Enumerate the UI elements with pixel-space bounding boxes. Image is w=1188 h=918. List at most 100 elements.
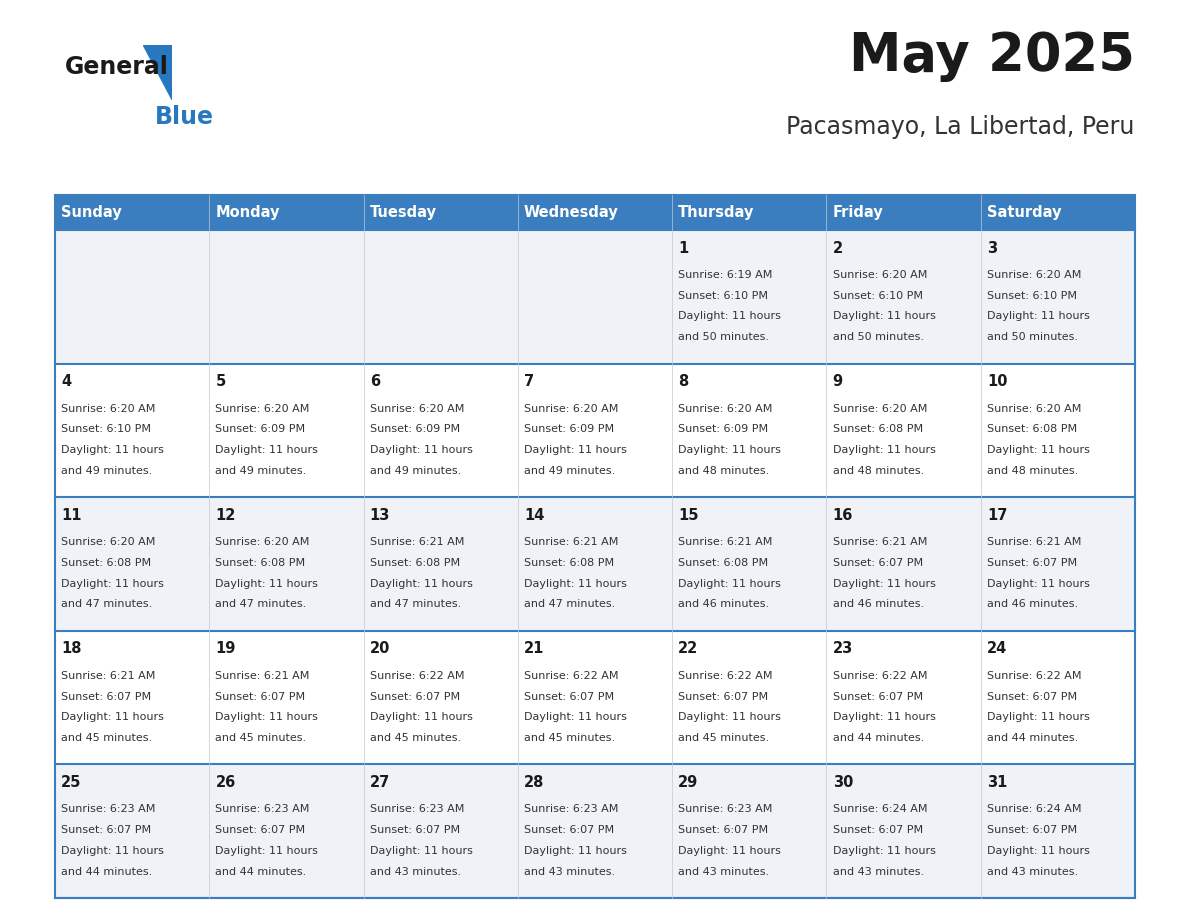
Text: Saturday: Saturday	[987, 205, 1061, 220]
Text: and 48 minutes.: and 48 minutes.	[833, 465, 924, 476]
Text: Daylight: 11 hours: Daylight: 11 hours	[833, 445, 935, 455]
Text: 7: 7	[524, 375, 535, 389]
Text: Sunset: 6:08 PM: Sunset: 6:08 PM	[524, 558, 614, 568]
Text: and 44 minutes.: and 44 minutes.	[987, 733, 1079, 743]
Text: Sunrise: 6:20 AM: Sunrise: 6:20 AM	[61, 404, 156, 414]
Text: Sunrise: 6:23 AM: Sunrise: 6:23 AM	[215, 804, 310, 814]
Text: Tuesday: Tuesday	[369, 205, 437, 220]
Text: Sunset: 6:07 PM: Sunset: 6:07 PM	[61, 691, 151, 701]
Text: and 46 minutes.: and 46 minutes.	[833, 599, 924, 610]
Text: 2: 2	[833, 241, 842, 256]
Text: Sunset: 6:09 PM: Sunset: 6:09 PM	[369, 424, 460, 434]
Text: and 46 minutes.: and 46 minutes.	[678, 599, 770, 610]
Polygon shape	[143, 45, 172, 100]
Text: Sunrise: 6:23 AM: Sunrise: 6:23 AM	[524, 804, 619, 814]
Text: Monday: Monday	[215, 205, 280, 220]
Text: 29: 29	[678, 775, 699, 790]
Text: Sunset: 6:08 PM: Sunset: 6:08 PM	[987, 424, 1078, 434]
Text: Sunrise: 6:21 AM: Sunrise: 6:21 AM	[61, 671, 156, 681]
Text: and 50 minutes.: and 50 minutes.	[678, 332, 770, 342]
Text: 11: 11	[61, 508, 82, 523]
Text: Sunset: 6:07 PM: Sunset: 6:07 PM	[833, 691, 923, 701]
Text: and 49 minutes.: and 49 minutes.	[369, 465, 461, 476]
Text: Daylight: 11 hours: Daylight: 11 hours	[524, 578, 627, 588]
Text: Sunrise: 6:20 AM: Sunrise: 6:20 AM	[833, 404, 927, 414]
Text: 20: 20	[369, 642, 390, 656]
Text: 31: 31	[987, 775, 1007, 790]
Text: 13: 13	[369, 508, 390, 523]
Text: Sunset: 6:07 PM: Sunset: 6:07 PM	[524, 691, 614, 701]
Text: Daylight: 11 hours: Daylight: 11 hours	[524, 845, 627, 856]
Text: 4: 4	[61, 375, 71, 389]
Text: Sunset: 6:10 PM: Sunset: 6:10 PM	[61, 424, 151, 434]
Text: 14: 14	[524, 508, 544, 523]
Text: 21: 21	[524, 642, 544, 656]
Text: Sunset: 6:10 PM: Sunset: 6:10 PM	[987, 291, 1076, 301]
Text: Sunrise: 6:23 AM: Sunrise: 6:23 AM	[678, 804, 772, 814]
Text: Sunrise: 6:24 AM: Sunrise: 6:24 AM	[987, 804, 1081, 814]
Text: Friday: Friday	[833, 205, 884, 220]
Text: Sunrise: 6:20 AM: Sunrise: 6:20 AM	[61, 537, 156, 547]
Text: Sunset: 6:07 PM: Sunset: 6:07 PM	[987, 691, 1078, 701]
Text: Sunrise: 6:21 AM: Sunrise: 6:21 AM	[215, 671, 310, 681]
Text: Daylight: 11 hours: Daylight: 11 hours	[987, 845, 1089, 856]
Text: 27: 27	[369, 775, 390, 790]
Text: Sunset: 6:07 PM: Sunset: 6:07 PM	[833, 825, 923, 835]
Text: Daylight: 11 hours: Daylight: 11 hours	[524, 712, 627, 722]
Text: and 45 minutes.: and 45 minutes.	[678, 733, 770, 743]
Text: Sunrise: 6:19 AM: Sunrise: 6:19 AM	[678, 270, 772, 280]
Text: Daylight: 11 hours: Daylight: 11 hours	[678, 311, 782, 321]
Text: Pacasmayo, La Libertad, Peru: Pacasmayo, La Libertad, Peru	[786, 115, 1135, 139]
Text: Sunset: 6:07 PM: Sunset: 6:07 PM	[369, 825, 460, 835]
Text: Sunset: 6:07 PM: Sunset: 6:07 PM	[678, 691, 769, 701]
Text: 6: 6	[369, 375, 380, 389]
Text: and 47 minutes.: and 47 minutes.	[524, 599, 615, 610]
Text: and 47 minutes.: and 47 minutes.	[61, 599, 152, 610]
Text: and 50 minutes.: and 50 minutes.	[987, 332, 1078, 342]
Text: Sunrise: 6:20 AM: Sunrise: 6:20 AM	[524, 404, 619, 414]
Text: Daylight: 11 hours: Daylight: 11 hours	[987, 311, 1089, 321]
Text: 25: 25	[61, 775, 82, 790]
Text: Daylight: 11 hours: Daylight: 11 hours	[833, 845, 935, 856]
Text: Sunrise: 6:20 AM: Sunrise: 6:20 AM	[215, 537, 310, 547]
Text: and 50 minutes.: and 50 minutes.	[833, 332, 923, 342]
Text: and 48 minutes.: and 48 minutes.	[678, 465, 770, 476]
Text: 30: 30	[833, 775, 853, 790]
Text: General: General	[65, 55, 169, 79]
Text: Sunset: 6:07 PM: Sunset: 6:07 PM	[215, 825, 305, 835]
Text: Daylight: 11 hours: Daylight: 11 hours	[524, 445, 627, 455]
Text: Daylight: 11 hours: Daylight: 11 hours	[369, 578, 473, 588]
Text: and 43 minutes.: and 43 minutes.	[833, 867, 924, 877]
Text: Sunset: 6:07 PM: Sunset: 6:07 PM	[61, 825, 151, 835]
Text: Sunrise: 6:21 AM: Sunrise: 6:21 AM	[678, 537, 772, 547]
Text: Daylight: 11 hours: Daylight: 11 hours	[215, 845, 318, 856]
Text: and 44 minutes.: and 44 minutes.	[833, 733, 924, 743]
Text: 5: 5	[215, 375, 226, 389]
Text: 9: 9	[833, 375, 842, 389]
Text: Daylight: 11 hours: Daylight: 11 hours	[369, 845, 473, 856]
Text: and 44 minutes.: and 44 minutes.	[61, 867, 152, 877]
Text: Sunset: 6:09 PM: Sunset: 6:09 PM	[215, 424, 305, 434]
Text: Sunset: 6:07 PM: Sunset: 6:07 PM	[987, 825, 1078, 835]
Text: Daylight: 11 hours: Daylight: 11 hours	[678, 845, 782, 856]
Text: 22: 22	[678, 642, 699, 656]
Text: and 49 minutes.: and 49 minutes.	[215, 465, 307, 476]
Text: Sunrise: 6:21 AM: Sunrise: 6:21 AM	[833, 537, 927, 547]
Text: Sunset: 6:07 PM: Sunset: 6:07 PM	[833, 558, 923, 568]
Text: Sunset: 6:10 PM: Sunset: 6:10 PM	[678, 291, 769, 301]
Text: 8: 8	[678, 375, 689, 389]
Text: Sunrise: 6:20 AM: Sunrise: 6:20 AM	[833, 270, 927, 280]
Text: and 46 minutes.: and 46 minutes.	[987, 599, 1078, 610]
Text: Sunrise: 6:20 AM: Sunrise: 6:20 AM	[678, 404, 772, 414]
Text: and 45 minutes.: and 45 minutes.	[524, 733, 615, 743]
Text: Daylight: 11 hours: Daylight: 11 hours	[369, 445, 473, 455]
Text: 1: 1	[678, 241, 689, 256]
Text: Sunrise: 6:23 AM: Sunrise: 6:23 AM	[61, 804, 156, 814]
Text: Sunrise: 6:20 AM: Sunrise: 6:20 AM	[987, 404, 1081, 414]
Text: and 48 minutes.: and 48 minutes.	[987, 465, 1079, 476]
Text: Daylight: 11 hours: Daylight: 11 hours	[987, 445, 1089, 455]
Text: Daylight: 11 hours: Daylight: 11 hours	[61, 445, 164, 455]
Text: Sunrise: 6:21 AM: Sunrise: 6:21 AM	[987, 537, 1081, 547]
Text: Sunrise: 6:21 AM: Sunrise: 6:21 AM	[524, 537, 619, 547]
Text: 15: 15	[678, 508, 699, 523]
